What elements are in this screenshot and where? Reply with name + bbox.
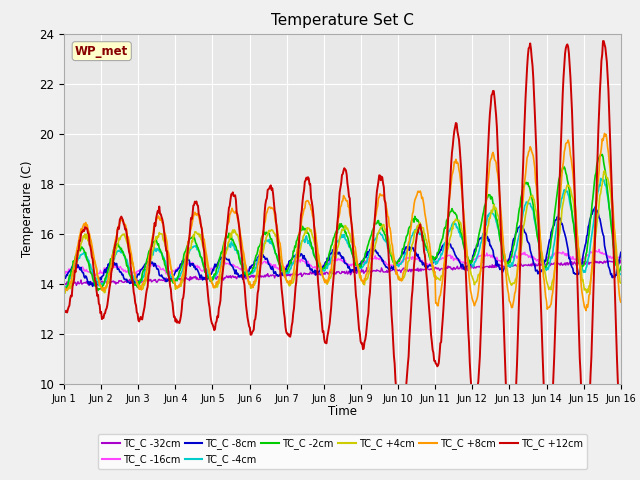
- Line: TC_C +8cm: TC_C +8cm: [64, 133, 621, 311]
- TC_C -16cm: [70, 265, 78, 271]
- TC_C -16cm: [617, 252, 625, 258]
- TC_C +8cm: [426, 248, 434, 253]
- TC_C -2cm: [214, 265, 221, 271]
- TC_C +4cm: [428, 260, 435, 265]
- TC_C -16cm: [128, 269, 136, 275]
- TC_C -32cm: [70, 280, 78, 286]
- TC_C +12cm: [70, 276, 78, 282]
- TC_C -8cm: [214, 260, 222, 265]
- TC_C +4cm: [214, 281, 222, 287]
- TC_C -4cm: [184, 250, 192, 255]
- Line: TC_C -2cm: TC_C -2cm: [64, 155, 621, 294]
- TC_C +4cm: [411, 228, 419, 234]
- TC_C +12cm: [508, 453, 515, 459]
- Line: TC_C -16cm: TC_C -16cm: [64, 249, 621, 276]
- TC_C +4cm: [60, 280, 68, 286]
- TC_C -2cm: [127, 277, 135, 283]
- TC_C +12cm: [127, 270, 135, 276]
- TC_C +8cm: [70, 261, 78, 267]
- TC_C +8cm: [214, 280, 221, 286]
- TC_C -8cm: [411, 248, 419, 254]
- TC_C +8cm: [582, 308, 590, 313]
- Line: TC_C -4cm: TC_C -4cm: [64, 179, 621, 288]
- TC_C -4cm: [60, 285, 68, 290]
- TC_C +4cm: [128, 261, 136, 267]
- TC_C +12cm: [184, 247, 192, 253]
- TC_C -32cm: [72, 283, 80, 288]
- TC_C +4cm: [61, 290, 68, 296]
- TC_C -32cm: [411, 267, 419, 273]
- TC_C +12cm: [426, 321, 434, 326]
- Title: Temperature Set C: Temperature Set C: [271, 13, 414, 28]
- TC_C -32cm: [128, 278, 136, 284]
- TC_C +12cm: [214, 313, 221, 319]
- TC_C +12cm: [617, 428, 625, 433]
- TC_C -8cm: [128, 279, 136, 285]
- Line: TC_C +12cm: TC_C +12cm: [64, 41, 621, 456]
- TC_C -2cm: [60, 291, 68, 297]
- TC_C -8cm: [70, 263, 78, 269]
- TC_C +8cm: [601, 131, 609, 136]
- TC_C -16cm: [214, 263, 222, 269]
- TC_C -32cm: [617, 258, 625, 264]
- TC_C -4cm: [70, 266, 78, 272]
- TC_C +8cm: [410, 202, 418, 207]
- TC_C -16cm: [60, 272, 68, 277]
- TC_C -4cm: [597, 176, 605, 181]
- TC_C -8cm: [89, 283, 97, 289]
- TC_C -8cm: [60, 276, 68, 282]
- TC_C +4cm: [185, 249, 193, 254]
- TC_C -4cm: [410, 229, 418, 235]
- TC_C -4cm: [617, 272, 625, 277]
- TC_C +12cm: [410, 262, 418, 268]
- TC_C -4cm: [127, 269, 135, 275]
- TC_C -32cm: [185, 276, 193, 282]
- TC_C -2cm: [70, 260, 78, 266]
- TC_C -16cm: [92, 273, 100, 278]
- Legend: TC_C -32cm, TC_C -16cm, TC_C -8cm, TC_C -4cm, TC_C -2cm, TC_C +4cm, TC_C +8cm, T: TC_C -32cm, TC_C -16cm, TC_C -8cm, TC_C …: [99, 434, 586, 469]
- TC_C -16cm: [185, 261, 193, 267]
- TC_C -4cm: [426, 256, 434, 262]
- TC_C -8cm: [185, 257, 193, 263]
- TC_C -16cm: [428, 263, 435, 269]
- TC_C -2cm: [617, 264, 625, 269]
- TC_C +12cm: [60, 310, 68, 315]
- TC_C -4cm: [214, 270, 221, 276]
- TC_C -32cm: [60, 281, 68, 287]
- TC_C -8cm: [617, 250, 625, 255]
- TC_C -2cm: [426, 257, 434, 263]
- TC_C +4cm: [601, 168, 609, 174]
- TC_C +12cm: [599, 38, 607, 44]
- Text: WP_met: WP_met: [75, 45, 129, 58]
- TC_C -32cm: [428, 267, 435, 273]
- Line: TC_C -32cm: TC_C -32cm: [64, 260, 621, 286]
- Y-axis label: Temperature (C): Temperature (C): [20, 160, 34, 257]
- TC_C -16cm: [411, 256, 419, 262]
- TC_C -8cm: [428, 263, 435, 269]
- Line: TC_C +4cm: TC_C +4cm: [64, 171, 621, 293]
- TC_C +8cm: [127, 252, 135, 257]
- TC_C -16cm: [595, 246, 603, 252]
- TC_C +4cm: [617, 280, 625, 286]
- TC_C +8cm: [184, 239, 192, 244]
- X-axis label: Time: Time: [328, 405, 357, 418]
- TC_C -8cm: [591, 204, 599, 210]
- TC_C -32cm: [214, 275, 222, 280]
- TC_C +8cm: [617, 299, 625, 305]
- Line: TC_C -8cm: TC_C -8cm: [64, 207, 621, 286]
- TC_C +4cm: [71, 266, 79, 272]
- TC_C -2cm: [597, 152, 605, 157]
- TC_C +8cm: [60, 284, 68, 290]
- TC_C -32cm: [614, 257, 622, 263]
- TC_C -2cm: [410, 219, 418, 225]
- TC_C -2cm: [184, 242, 192, 248]
